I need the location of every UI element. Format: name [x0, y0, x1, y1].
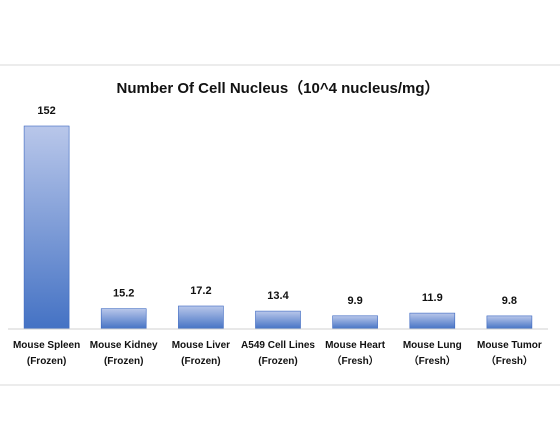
x-tick-label-1-line-1: (Frozen) [104, 356, 143, 367]
bar-5 [409, 312, 456, 330]
x-tick-label-5-line-0: Mouse Lung [403, 340, 462, 351]
x-tick-label-3-line-1: (Frozen) [258, 356, 297, 367]
x-tick-label-4-line-0: Mouse Heart [325, 340, 386, 351]
x-tick-label-2-line-1: (Frozen) [181, 356, 220, 367]
bar-2 [178, 305, 224, 330]
bar-3 [255, 310, 301, 330]
data-label-0: 152 [37, 105, 55, 117]
data-label-1: 15.2 [113, 288, 134, 300]
chart-title: Number Of Cell Nucleus（10^4 nucleus/mg） [116, 79, 439, 97]
x-tick-label-6-line-1: （Fresh） [486, 354, 533, 367]
x-tick-label-6-line-0: Mouse Tumor [477, 340, 542, 351]
data-label-5: 11.9 [422, 292, 443, 304]
bar-1 [100, 308, 147, 330]
x-tick-label-3-line-0: A549 Cell Lines [241, 340, 315, 351]
bar-4 [332, 315, 378, 330]
x-tick-label-4-line-1: （Fresh） [331, 354, 378, 367]
bar-6 [486, 315, 533, 330]
x-tick-label-0-line-0: Mouse Spleen [13, 340, 80, 351]
x-tick-label-5-line-1: （Fresh） [409, 354, 456, 367]
data-label-3: 13.4 [267, 290, 289, 302]
bar-0 [23, 125, 70, 330]
x-tick-label-2-line-0: Mouse Liver [172, 340, 230, 351]
data-label-4: 9.9 [347, 295, 362, 307]
x-axis-labels: Mouse Spleen (Frozen) Mouse Kidney (Frozen)… [13, 340, 542, 367]
data-label-6: 9.8 [502, 295, 517, 307]
x-tick-label-1-line-0: Mouse Kidney [90, 340, 158, 351]
x-tick-label-0-line-1: (Frozen) [27, 356, 66, 367]
data-label-2: 17.2 [190, 285, 211, 297]
bars-group: 152 15.2 17.2 13.4 9.9 11.9 9.8 [23, 105, 533, 330]
